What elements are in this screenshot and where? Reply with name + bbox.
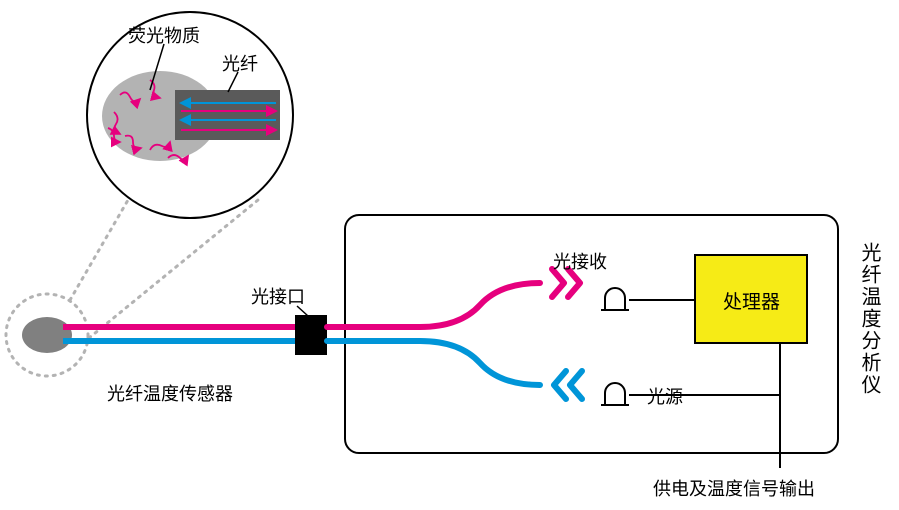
label-fiber: 光纤 (222, 50, 258, 76)
receiver-led (605, 288, 625, 310)
inset-fiber-rect (175, 90, 280, 140)
label-processor: 处理器 (723, 287, 780, 314)
label-analyzer: 光纤温度分析仪 (855, 242, 884, 396)
label-output: 供电及温度信号输出 (653, 475, 815, 501)
optical-port (295, 315, 327, 355)
label-sensor: 光纤温度传感器 (107, 380, 233, 406)
path-to-receiver (327, 283, 540, 327)
path-from-source (327, 341, 540, 385)
leader-line-2 (89, 200, 258, 338)
source-led (605, 383, 625, 405)
label-optical-port: 光接口 (251, 283, 305, 309)
sensor-tip (22, 317, 72, 353)
label-optical-receiver: 光接收 (553, 248, 607, 274)
chevron-cyan-2 (554, 371, 566, 399)
label-light-source: 光源 (647, 383, 683, 409)
leader-line-1 (70, 200, 128, 300)
label-fluor-material: 荧光物质 (128, 22, 200, 48)
chevron-cyan (570, 371, 582, 399)
